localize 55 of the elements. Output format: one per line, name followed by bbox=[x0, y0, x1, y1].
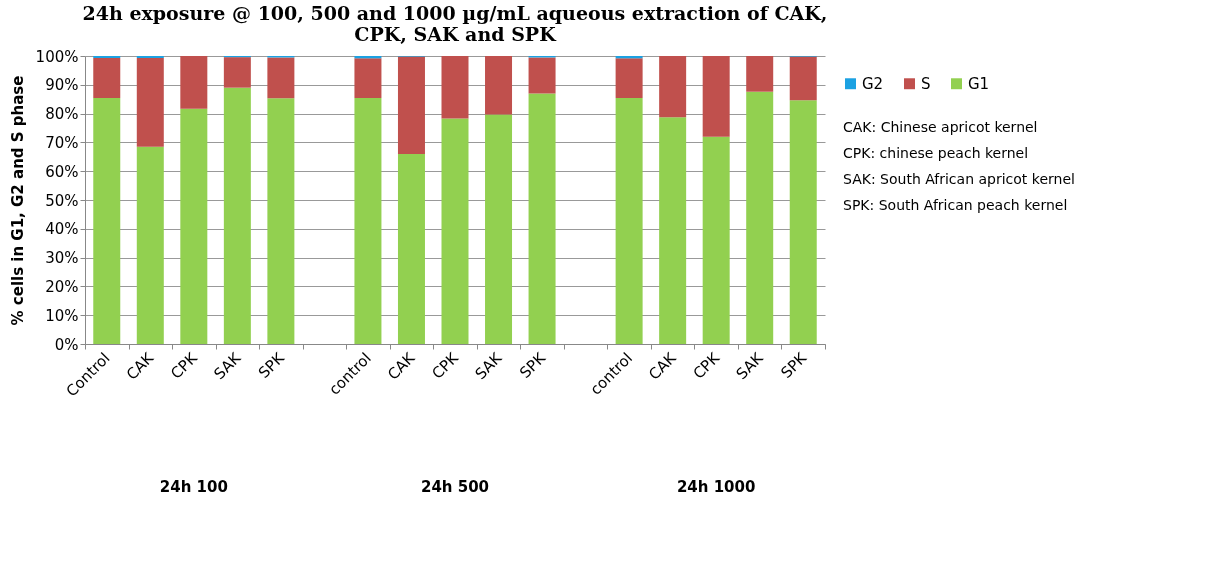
bar bbox=[354, 98, 382, 344]
bar bbox=[702, 136, 730, 344]
bar bbox=[136, 146, 164, 344]
text: 24h 100 bbox=[159, 478, 228, 496]
bar bbox=[397, 153, 425, 344]
y-axis-title: % cells in G1, G2 and S phase bbox=[8, 75, 27, 326]
bar bbox=[136, 58, 164, 147]
chart-title: 24h exposure @ 100, 500 and 1000 µg/mL aqueous extraction of CAK, CPK, SAK and SPK bbox=[82, 2, 828, 45]
y-tick-label: 100% bbox=[35, 47, 79, 66]
bar bbox=[659, 117, 687, 344]
text: SPK: South African peach kernel bbox=[843, 197, 1068, 213]
y-tick-label: 50% bbox=[45, 191, 79, 210]
bar bbox=[267, 57, 295, 99]
legend-label: G1 bbox=[968, 74, 990, 93]
bar bbox=[746, 91, 774, 344]
bar bbox=[441, 118, 469, 344]
bar bbox=[789, 56, 817, 101]
bar bbox=[746, 56, 774, 92]
bar bbox=[528, 93, 556, 344]
y-tick-label: 0% bbox=[54, 335, 79, 354]
text: 24h 1000 bbox=[676, 478, 756, 496]
y-tick-label: 80% bbox=[45, 105, 79, 124]
legend-label: S bbox=[921, 74, 931, 93]
bar bbox=[615, 58, 643, 99]
y-tick-label: 10% bbox=[45, 306, 79, 325]
bar bbox=[180, 56, 208, 109]
y-tick-label: 40% bbox=[45, 220, 79, 239]
bar bbox=[180, 108, 208, 344]
bar bbox=[528, 57, 556, 94]
bar bbox=[789, 100, 817, 344]
y-tick-label: 70% bbox=[45, 133, 79, 152]
text: CPK: chinese peach kernel bbox=[843, 145, 1029, 161]
y-tick-label: 60% bbox=[45, 162, 79, 181]
bar bbox=[441, 56, 469, 119]
text: SAK: South African apricot kernel bbox=[843, 171, 1075, 187]
bar bbox=[485, 56, 513, 115]
bar bbox=[136, 56, 164, 59]
bar bbox=[485, 114, 513, 344]
y-tick-label: 20% bbox=[45, 277, 79, 296]
bar bbox=[223, 87, 251, 344]
bar bbox=[93, 58, 121, 99]
bar bbox=[354, 58, 382, 99]
legend-label: G2 bbox=[862, 74, 884, 93]
text: 24h 500 bbox=[420, 478, 490, 496]
bar bbox=[659, 56, 687, 118]
y-tick-label: 30% bbox=[45, 249, 79, 268]
bar bbox=[223, 57, 251, 88]
bar bbox=[397, 56, 425, 154]
bar bbox=[702, 56, 730, 137]
bar bbox=[93, 56, 121, 59]
text: CAK: Chinese apricot kernel bbox=[843, 119, 1038, 135]
bar bbox=[267, 98, 295, 344]
bar bbox=[93, 98, 121, 344]
y-tick-label: 90% bbox=[45, 76, 79, 95]
bar bbox=[615, 98, 643, 344]
